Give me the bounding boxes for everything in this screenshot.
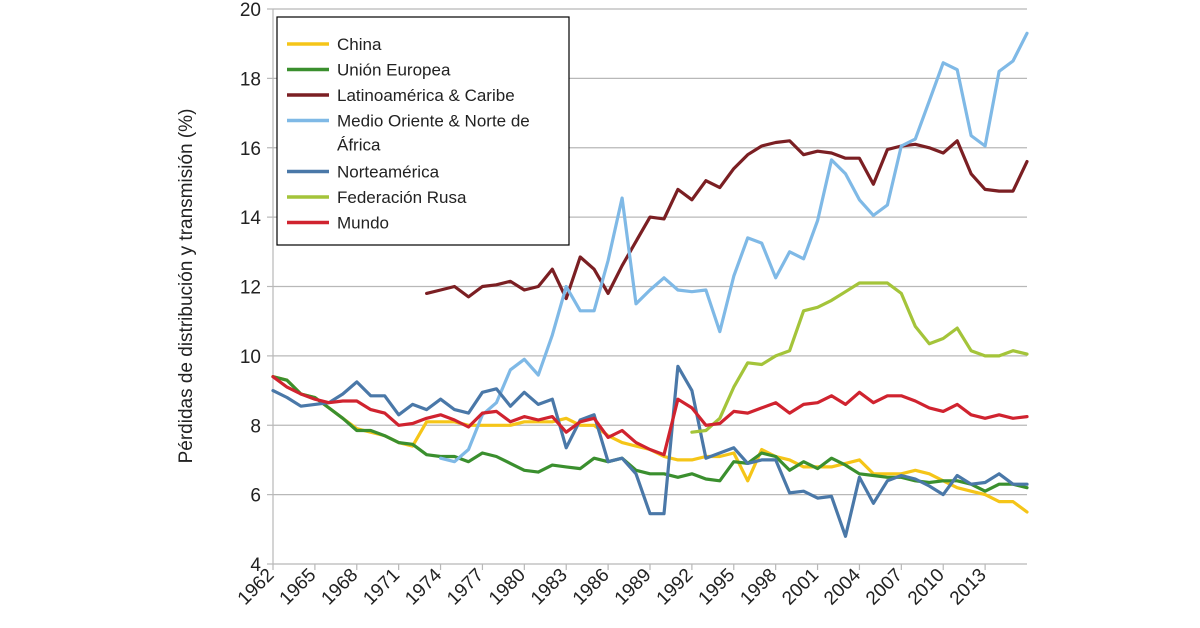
legend-label: Norteamérica: [337, 163, 440, 182]
x-tick-label: 2007: [862, 565, 907, 610]
series-line: [439, 31, 1029, 464]
legend: China Unión Europea Latinoamérica & Caribe…: [276, 16, 570, 246]
y-tick-label: 16: [240, 139, 261, 160]
series-line: [271, 364, 1029, 538]
legend-box: [276, 16, 570, 246]
x-tick-label: 1989: [611, 565, 656, 610]
x-tick-label: 1962: [234, 565, 279, 610]
x-tick-label: 1980: [485, 565, 530, 610]
x-tick-label: 1995: [695, 565, 740, 610]
x-tick-label: 1998: [736, 565, 781, 610]
y-tick-label: 20: [240, 0, 261, 21]
series-line: [271, 375, 1029, 493]
x-tick-label: 2013: [946, 565, 991, 610]
x-tick-label: 1986: [569, 565, 614, 610]
x-tick-label: 1977: [443, 565, 488, 610]
y-tick-label: 18: [240, 69, 261, 90]
x-tick-label: 2004: [820, 564, 865, 609]
series-line: [425, 139, 1029, 301]
legend-label: Unión Europea: [337, 61, 451, 80]
legend-label-line: África: [337, 136, 381, 155]
y-tick-label: 10: [240, 347, 261, 368]
legend-label-line: Medio Oriente & Norte de: [337, 112, 530, 131]
series-line: [690, 281, 1029, 434]
legend-label: Mundo: [337, 214, 389, 233]
y-axis-label: Pérdidas de distribución y transmisión (…: [176, 109, 197, 464]
legend-label: Federación Rusa: [337, 188, 467, 207]
y-tick-label: 14: [240, 208, 262, 229]
y-tick-label: 6: [250, 486, 261, 507]
y-tick-labels: 4 6 8 10 12 14 16 18 20: [240, 0, 262, 576]
series-line: [271, 375, 1029, 457]
x-tick-label: 1983: [527, 565, 572, 610]
x-tick-label: 1971: [359, 565, 404, 610]
legend-label: Medio Oriente & Norte de África: [337, 112, 530, 155]
legend-label: China: [337, 35, 382, 54]
y-tick-label: 4: [250, 555, 261, 576]
series-lines: [271, 31, 1029, 538]
legend-label: Latinoamérica & Caribe: [337, 86, 515, 105]
y-tick-label: 8: [250, 416, 261, 437]
x-tick-label: 1965: [276, 565, 321, 610]
x-tick-label: 1968: [318, 565, 363, 610]
x-tick-labels: 1962196519681971197419771980198319861989…: [234, 564, 991, 609]
x-tick-label: 1974: [401, 564, 446, 609]
x-tick-label: 2010: [904, 565, 949, 610]
x-tick-label: 1992: [653, 565, 698, 610]
x-tick-label: 2001: [778, 565, 823, 610]
y-tick-label: 12: [240, 278, 261, 299]
